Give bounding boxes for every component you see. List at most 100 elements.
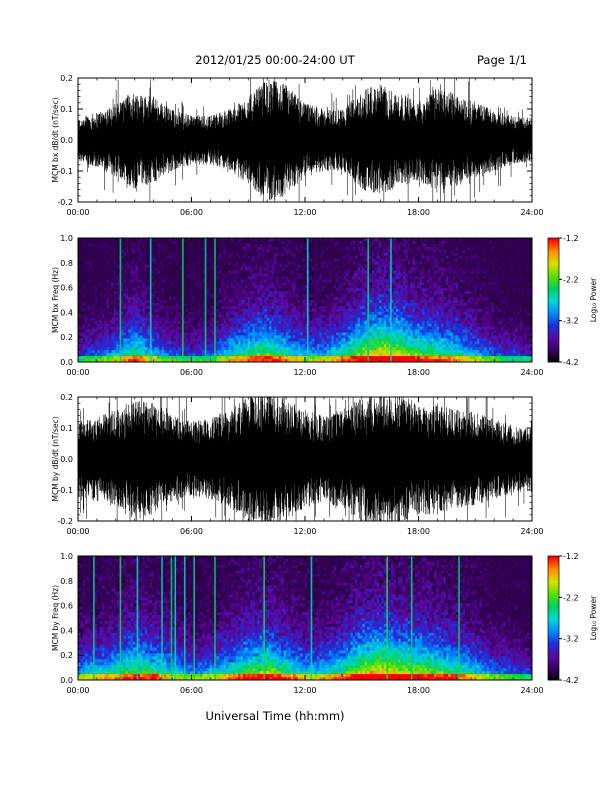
spectrogram-cell (309, 350, 313, 354)
spectrogram-cell (223, 288, 227, 292)
spectrogram-cell (123, 267, 127, 271)
spectrogram-cell (223, 335, 227, 339)
spectrogram-cell (144, 258, 148, 262)
spectrogram-cell (336, 252, 339, 257)
spectrogram-cell (252, 302, 256, 307)
spectrogram-cell (85, 323, 88, 327)
spectrogram-cell (80, 341, 84, 345)
spectrogram-cell (297, 308, 301, 313)
spectrogram-cell (183, 347, 186, 351)
spectrogram-cell (207, 276, 210, 280)
spectrogram-cell (190, 246, 193, 251)
spectrogram-cell (178, 276, 182, 280)
spectrogram-cell (192, 276, 196, 280)
spectrogram-cell (336, 264, 339, 268)
spectrogram-cell (199, 291, 203, 295)
spectrogram-cell (87, 338, 91, 342)
spectrogram-cell (278, 258, 282, 262)
spectrogram-cell (156, 288, 160, 292)
spectrogram-cell (293, 311, 296, 316)
spectrogram-cell (218, 302, 222, 307)
spectrogram-cell (254, 350, 258, 354)
spectrogram-cell (295, 243, 299, 248)
spectrogram-cell (340, 297, 344, 301)
spectrogram-cell (281, 329, 284, 333)
spectrogram-cell (97, 347, 100, 351)
spectrogram-cell (293, 353, 296, 357)
spectrogram-cell (333, 240, 337, 245)
spectrogram-cell (171, 294, 174, 298)
spectrogram-cell (312, 246, 315, 251)
spectrogram-cell (161, 341, 165, 345)
spectrogram-cell (173, 246, 177, 251)
spectrogram-cell (78, 282, 81, 286)
spectrogram-cell (314, 353, 318, 357)
spectrogram-cell (352, 341, 356, 345)
spectrogram-cell (271, 359, 275, 363)
spectrogram-cell (178, 341, 182, 345)
spectrogram-cell (190, 252, 193, 257)
spectrogram-cell (247, 302, 251, 307)
spectrogram-cell (226, 246, 229, 251)
spectrogram-cell (113, 282, 117, 286)
spectrogram-cell (316, 246, 320, 251)
spectrogram-cell (350, 282, 354, 286)
spectrogram-cell (259, 261, 263, 265)
spectrogram-cell (132, 255, 136, 259)
spectrogram-cell (168, 249, 172, 254)
spectrogram-cell (283, 282, 287, 286)
spectrogram-cell (221, 294, 225, 298)
spectrogram-cell (233, 249, 237, 254)
spectrogram-cell (228, 282, 232, 286)
spectrogram-cell (147, 326, 150, 330)
spectrogram-cell (130, 288, 134, 292)
spectrogram-cell (254, 249, 258, 254)
spectrogram-cell (156, 329, 160, 333)
spectrogram-cell (300, 297, 303, 301)
spectrogram-cell (235, 335, 239, 339)
spectrogram-cell (312, 270, 315, 274)
spectrogram-cell (173, 300, 177, 304)
spectrogram-cell (305, 317, 308, 321)
spectrogram-cell (130, 341, 134, 345)
spectrogram-cell (336, 255, 339, 259)
spectrogram-cell (250, 270, 253, 274)
spectrogram-cell (331, 252, 334, 257)
spectrogram-cell (168, 291, 172, 295)
spectrogram-cell (321, 238, 325, 242)
spectrogram-cell (314, 255, 318, 259)
spectrogram-cell (269, 311, 272, 316)
spectrogram-cell (221, 238, 225, 242)
spectrogram-cell (226, 335, 229, 339)
spectrogram-cell (340, 305, 344, 310)
spectrogram-cell (252, 320, 256, 324)
spectrogram-cell (78, 276, 81, 280)
spectrogram-cell (147, 261, 150, 265)
spectrogram-cell (87, 291, 91, 295)
spectrogram-cell (343, 317, 346, 321)
spectrogram-cell (245, 276, 248, 280)
spectrogram-cell (269, 326, 272, 330)
spectrogram-cell (283, 302, 287, 307)
spectrogram-cell (252, 294, 256, 298)
spectrogram-cell (218, 300, 222, 304)
spectrogram-cell (202, 246, 205, 251)
spectrogram-cell (297, 261, 301, 265)
spectrogram-cell (89, 347, 93, 351)
spectrogram-cell (116, 288, 119, 292)
spectrogram-cell (285, 317, 289, 321)
spectrogram-cell (211, 305, 215, 310)
spectrogram-cell (285, 300, 289, 304)
spectrogram-cell (185, 264, 189, 268)
spectrogram-cell (209, 323, 213, 327)
spectrogram-cell (312, 347, 315, 351)
spectrogram-cell (314, 252, 318, 257)
spectrogram-cell (309, 344, 313, 348)
spectrogram-cell (345, 359, 349, 363)
spectrogram-cell (336, 335, 339, 339)
spectrogram-cell (319, 329, 323, 333)
spectrogram-cell (242, 353, 246, 357)
spectrogram-cell (352, 329, 356, 333)
spectrogram-cell (111, 294, 115, 298)
spectrogram-cell (273, 240, 277, 245)
